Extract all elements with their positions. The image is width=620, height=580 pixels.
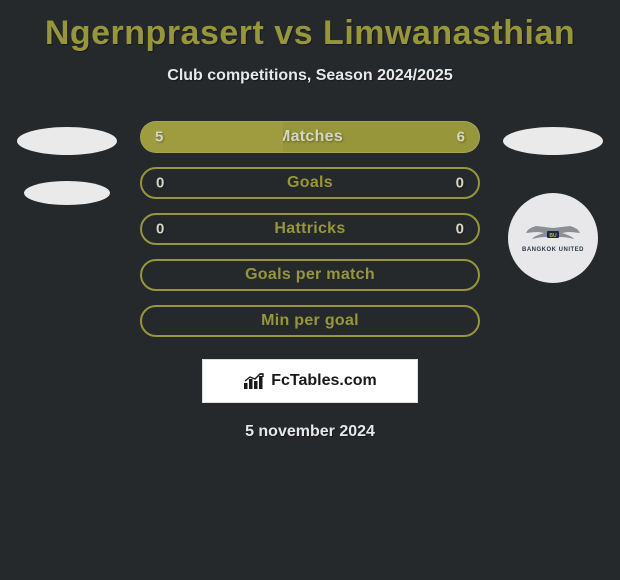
page-title: Ngernprasert vs Limwanasthian: [45, 14, 575, 53]
stats-column: 5 Matches 6 0 Goals 0 0 Hattricks 0 Goals per mat…: [140, 121, 480, 337]
team-logo: BU BANGKOK UNITED: [522, 224, 584, 253]
date-label: 5 november 2024: [245, 423, 375, 441]
team-badge-bangkok-united: BU BANGKOK UNITED: [508, 193, 598, 283]
right-team-badges: BU BANGKOK UNITED: [498, 121, 608, 283]
svg-text:BU: BU: [549, 233, 557, 239]
stat-value-right: 0: [456, 175, 464, 192]
stat-value-right: 6: [457, 129, 465, 146]
team-logo-text: BANGKOK UNITED: [522, 247, 584, 253]
stat-label: Goals: [287, 174, 333, 192]
chart-icon: [243, 372, 265, 390]
stat-label: Hattricks: [274, 220, 345, 238]
stat-bar: 5 Matches 6: [140, 121, 480, 153]
stat-bar: 0 Goals 0: [140, 167, 480, 199]
stat-bar: Goals per match: [140, 259, 480, 291]
team-badge-placeholder: [503, 127, 603, 155]
stat-label: Matches: [277, 128, 343, 146]
stat-value-left: 0: [156, 175, 164, 192]
stat-label: Goals per match: [245, 266, 375, 284]
content-row: 5 Matches 6 0 Goals 0 0 Hattricks 0 Goals per mat…: [0, 121, 620, 337]
page-subtitle: Club competitions, Season 2024/2025: [167, 67, 452, 85]
stat-value-left: 5: [155, 129, 163, 146]
team-badge-placeholder: [24, 181, 110, 205]
infographic-container: Ngernprasert vs Limwanasthian Club compe…: [0, 0, 620, 451]
stat-value-left: 0: [156, 221, 164, 238]
stat-bar: 0 Hattricks 0: [140, 213, 480, 245]
brand-attribution[interactable]: FcTables.com: [202, 359, 418, 403]
stat-bar: Min per goal: [140, 305, 480, 337]
stat-value-right: 0: [456, 221, 464, 238]
wings-icon: BU: [524, 224, 582, 244]
left-team-badges: [12, 121, 122, 205]
stat-label: Min per goal: [261, 312, 359, 330]
team-badge-placeholder: [17, 127, 117, 155]
brand-label: FcTables.com: [271, 372, 377, 390]
